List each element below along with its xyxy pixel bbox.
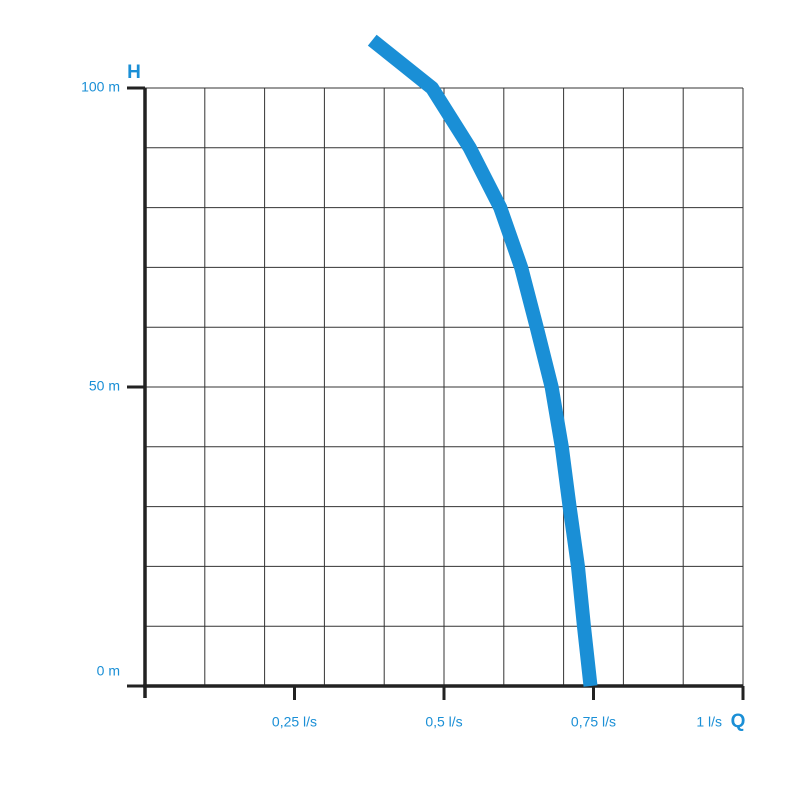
- x-tick-label: 0,75 l/s: [571, 714, 616, 730]
- curve: [367, 34, 598, 687]
- x-axis-label: Q: [731, 711, 746, 732]
- y-tick-label: 0 m: [97, 663, 120, 679]
- x-tick-label: 0,25 l/s: [272, 714, 317, 730]
- y-axis-label: H: [127, 62, 141, 83]
- y-tick-label: 100 m: [81, 79, 120, 95]
- x-tick-label: 1 l/s: [696, 714, 722, 730]
- x-tick-label: 0,5 l/s: [425, 714, 462, 730]
- y-tick-label: 50 m: [89, 378, 120, 394]
